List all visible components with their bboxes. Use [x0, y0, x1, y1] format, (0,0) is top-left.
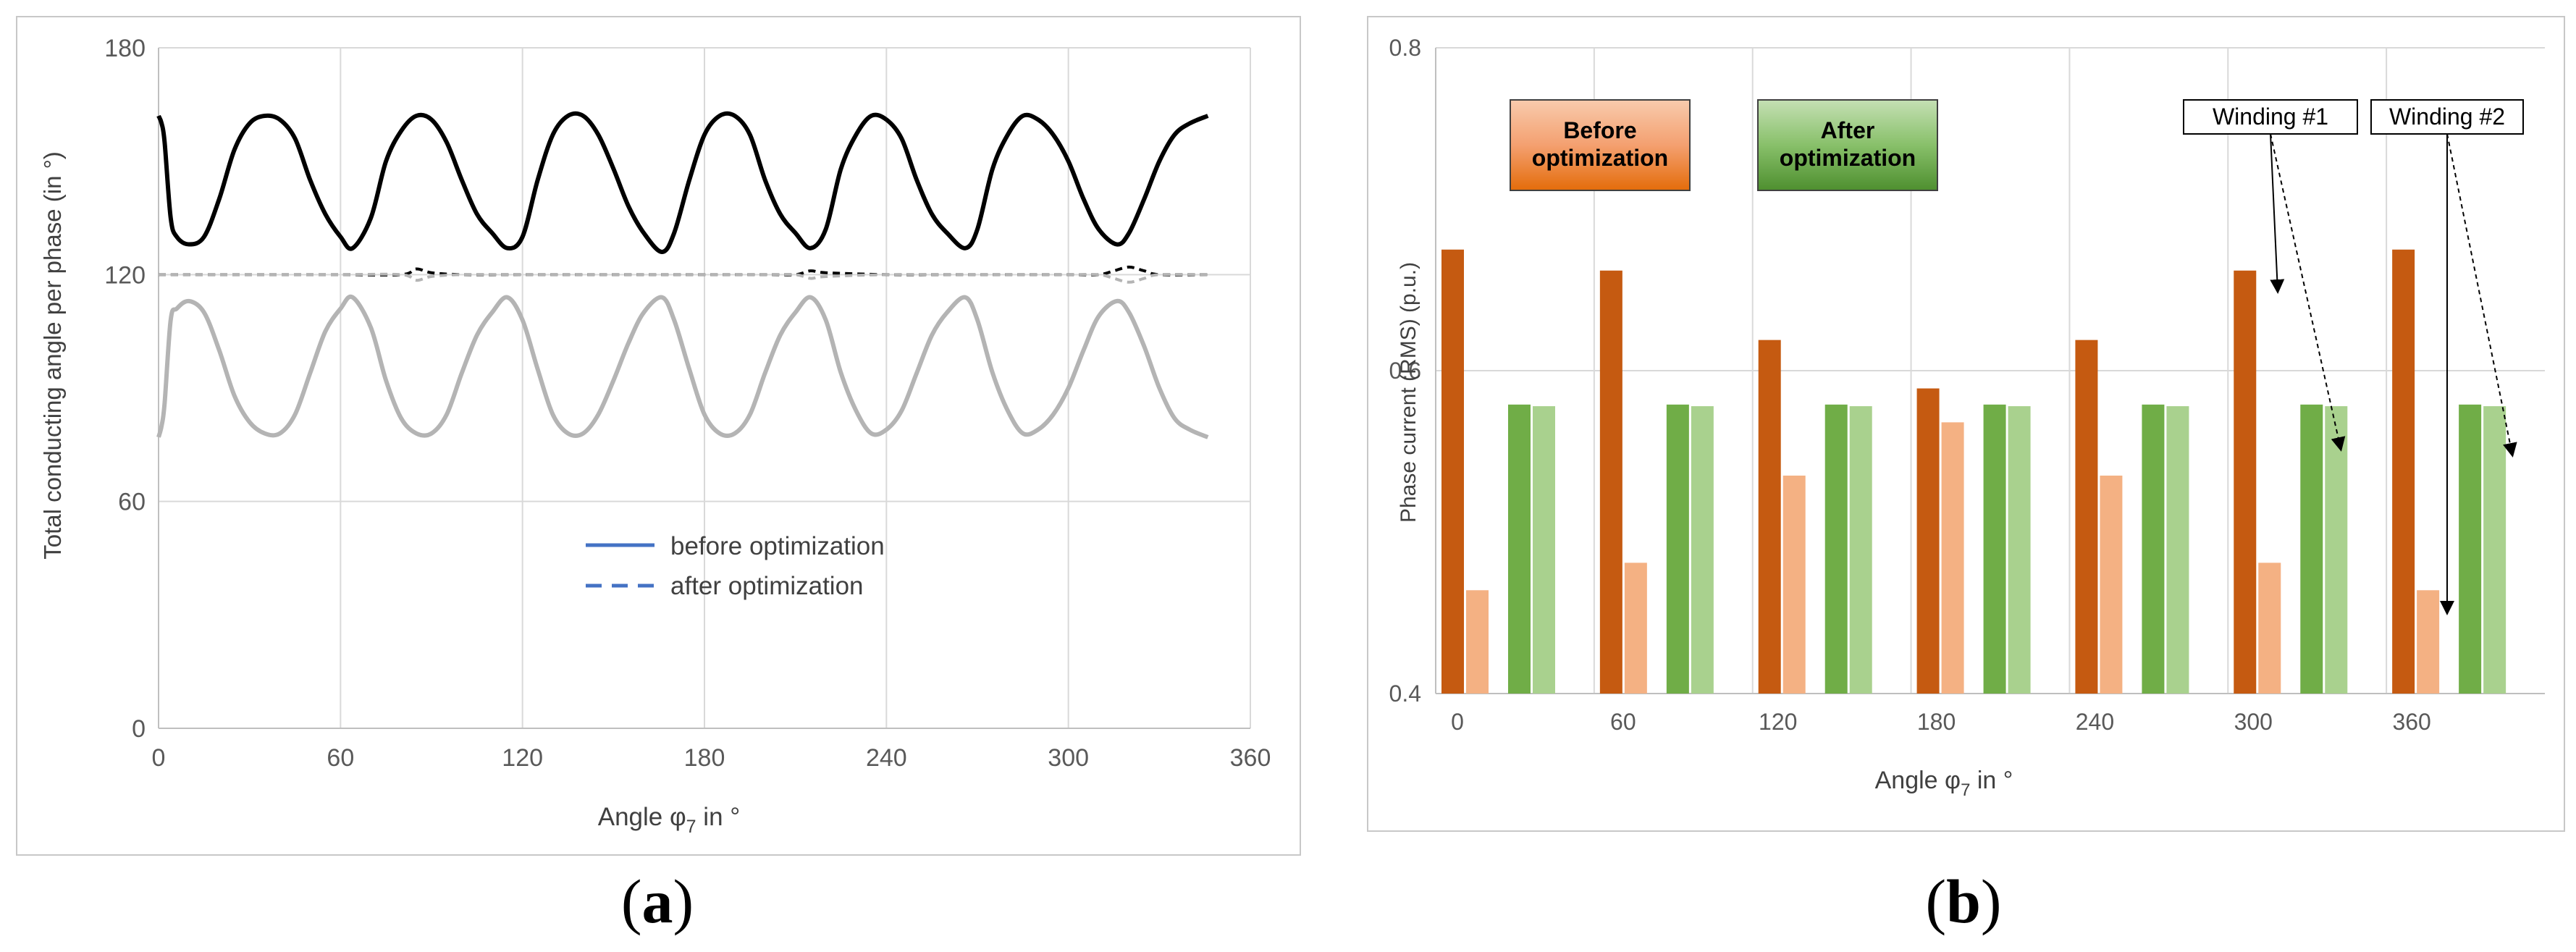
bar-180-s4	[2008, 406, 2031, 694]
y-tick-label: 0.4	[1389, 681, 1421, 707]
bar-120-s2	[1782, 475, 1806, 694]
series-line-3	[159, 272, 1208, 284]
x-tick-label: 60	[1610, 709, 1636, 735]
x-tick-label: 0	[1451, 709, 1464, 735]
legend-before-label: before optimization	[670, 532, 885, 560]
winding-1-label: Winding #1	[2213, 104, 2328, 130]
bar-60-s3	[1666, 404, 1689, 694]
x-tick-label: 300	[1048, 744, 1089, 772]
chart-b-ylabel: Phase current (RMS) (p.u.)	[1397, 262, 1420, 523]
chart-a-legend: before optimization after optimization	[586, 532, 885, 600]
winding-1-callout: Winding #1	[2183, 99, 2358, 452]
caption-a: (a)	[620, 867, 694, 936]
after-box-line1: After	[1821, 117, 1875, 143]
x-tick-label: 120	[502, 744, 543, 772]
series-line-1	[156, 111, 1209, 254]
chart-a: 0 60 120 180 240 300 360 0 60 120 180 Total conduc…	[39, 35, 1271, 837]
bar-360-s1	[2392, 249, 2415, 694]
chart-b: 0.4 0.6 0.8 0 60 120 180 240 300 360 Phase curren…	[1389, 35, 2545, 800]
winding-2-callout: Winding #2	[2370, 99, 2524, 615]
bar-120-s1	[1758, 340, 1781, 694]
y-tick-label: 0	[132, 715, 146, 743]
chart-b-xlabel: Angle φ7 in °	[1875, 767, 2013, 800]
bar-240-s2	[2100, 475, 2123, 694]
series-line-4	[156, 294, 1209, 439]
x-tick-label: 240	[866, 744, 907, 772]
bar-0-s1	[1441, 249, 1464, 694]
bar-180-s1	[1916, 388, 1940, 694]
x-tick-label: 300	[2234, 709, 2273, 735]
bar-240-s1	[2075, 340, 2098, 694]
bar-240-s3	[2142, 404, 2165, 694]
x-tick-label: 60	[327, 744, 354, 772]
series-line-2	[159, 265, 1208, 277]
y-tick-label: 0.6	[1389, 358, 1421, 384]
chart-a-xlabel: Angle φ7 in °	[598, 803, 741, 837]
before-optimization-box: Before optimization	[1510, 99, 1691, 191]
after-optimization-box: After optimization	[1757, 99, 1938, 191]
bar-240-s4	[2166, 406, 2189, 694]
x-tick-label: 180	[684, 744, 725, 772]
bar-60-s4	[1691, 406, 1714, 694]
bar-0-s3	[1508, 404, 1531, 694]
x-tick-label: 180	[1917, 709, 1956, 735]
chart-a-ylabel: Total conducting angle per phase (in °)	[39, 151, 66, 560]
y-tick-label: 120	[104, 261, 146, 289]
x-tick-label: 240	[2076, 709, 2114, 735]
before-box-line2: optimization	[1532, 145, 1668, 171]
legend-after-label: after optimization	[670, 572, 864, 600]
bar-360-s2	[2417, 590, 2440, 694]
x-tick-label: 0	[152, 744, 166, 772]
y-tick-label: 0.8	[1389, 35, 1421, 61]
y-tick-label: 60	[118, 489, 146, 516]
after-box-line2: optimization	[1780, 145, 1916, 171]
bar-0-s4	[1533, 406, 1555, 694]
bar-300-s3	[2300, 404, 2323, 694]
winding-2-label: Winding #2	[2389, 104, 2505, 130]
x-tick-label: 360	[2392, 709, 2430, 735]
bar-360-s3	[2459, 404, 2482, 694]
chart-a-panel: 0 60 120 180 240 300 360 0 60 120 180 Total conduc…	[16, 16, 1301, 856]
before-box-line1: Before	[1563, 117, 1636, 143]
caption-b: (b)	[1925, 867, 2002, 936]
y-tick-label: 180	[104, 35, 146, 62]
x-tick-label: 360	[1230, 744, 1271, 772]
bar-300-s2	[2258, 563, 2281, 694]
chart-b-panel: 0.4 0.6 0.8 0 60 120 180 240 300 360 Phase curren…	[1367, 16, 2565, 832]
bar-300-s4	[2325, 406, 2348, 694]
bar-300-s1	[2234, 270, 2257, 694]
bar-120-s3	[1824, 404, 1848, 694]
bar-180-s3	[1983, 404, 2006, 694]
bar-0-s2	[1466, 590, 1489, 694]
bar-60-s2	[1624, 563, 1647, 694]
bar-60-s1	[1599, 270, 1622, 694]
bar-180-s2	[1941, 422, 1964, 694]
x-tick-label: 120	[1759, 709, 1797, 735]
bar-360-s4	[2483, 406, 2506, 694]
bar-120-s4	[1849, 406, 1872, 694]
